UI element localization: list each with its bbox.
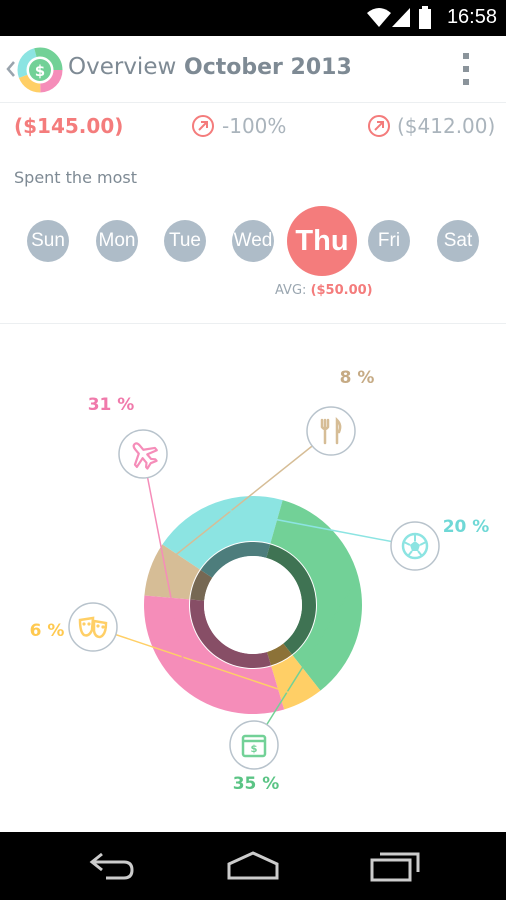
donut-slice-shopping[interactable] <box>270 500 362 691</box>
fork-knife-icon[interactable] <box>306 406 356 456</box>
day-fri[interactable]: Fri <box>368 220 410 262</box>
summary-change-percent: -100% <box>222 114 287 138</box>
trend-up-icon <box>192 115 214 137</box>
app-logo[interactable]: $ <box>16 46 64 94</box>
month-selector[interactable]: October 2013 <box>184 55 352 80</box>
avg-value: ($50.00) <box>310 283 373 298</box>
inner-ring-segment-entertainment <box>266 643 292 666</box>
shopping-bag-icon[interactable]: $ <box>229 720 279 770</box>
home-icon[interactable] <box>225 850 281 882</box>
day-mon[interactable]: Mon <box>96 220 138 262</box>
spent-most-label: Spent the most <box>14 168 137 187</box>
inner-ring-segment-sports <box>200 542 271 578</box>
percent-label-sports: 20 % <box>443 517 490 537</box>
donut-slice-food[interactable] <box>144 544 200 600</box>
callout-line-food <box>155 430 332 572</box>
svg-text:$: $ <box>35 62 45 80</box>
day-tue[interactable]: Tue <box>164 220 206 262</box>
percent-label-shopping: 35 % <box>233 774 280 794</box>
day-sun[interactable]: Sun <box>27 220 69 262</box>
overflow-menu-icon[interactable] <box>458 53 474 85</box>
average-spend: AVG: ($50.00) <box>275 283 373 298</box>
donut-callouts: 8 % 20 % $35 % 6 % 31 % <box>30 368 490 794</box>
avg-label: AVG: <box>275 283 307 298</box>
battery-icon <box>419 6 431 29</box>
screen-title: Overview <box>68 54 177 80</box>
svg-text:$: $ <box>251 744 258 755</box>
airplane-icon[interactable] <box>118 429 168 479</box>
recent-apps-icon[interactable] <box>368 850 422 882</box>
back-icon[interactable] <box>88 850 136 882</box>
callout-line-entertainment <box>92 626 301 698</box>
donut-center <box>204 556 302 654</box>
soccer-ball-icon[interactable] <box>390 521 440 571</box>
action-bar: $ Overview October 2013 <box>0 36 506 103</box>
percent-label-entertainment: 6 % <box>30 621 65 641</box>
summary-balance: ($145.00) <box>14 114 124 138</box>
navigation-bar <box>0 832 506 900</box>
chevron-left-icon[interactable] <box>6 60 16 78</box>
trend-up-icon <box>368 115 390 137</box>
donut-inner-ring <box>189 542 316 668</box>
summary-change-amount: ($412.00) <box>397 114 496 138</box>
wifi-icon <box>367 8 391 27</box>
day-thu-selected[interactable]: Thu <box>287 206 357 276</box>
summary-row: ($145.00) -100% ($412.00) <box>0 112 506 142</box>
callout-line-shopping <box>253 584 355 746</box>
clock: 16:58 <box>446 6 497 28</box>
callout-line-travel <box>142 453 189 685</box>
theater-masks-icon[interactable] <box>68 602 118 652</box>
inner-ring-segment-travel <box>189 599 271 668</box>
percent-label-travel: 31 % <box>88 395 135 415</box>
status-bar: 16:58 <box>0 0 506 36</box>
inner-ring-segment-food <box>190 569 213 601</box>
inner-ring-segment-shopping <box>266 544 316 655</box>
signal-icon <box>392 8 410 27</box>
donut-slice-travel[interactable] <box>144 595 285 715</box>
callout-line-sports <box>217 507 416 547</box>
category-donut-chart: 8 % 20 % $35 % 6 % 31 % <box>30 368 490 794</box>
divider <box>0 323 506 324</box>
donut-slice-entertainment[interactable] <box>271 655 321 710</box>
percent-label-food: 8 % <box>340 368 375 388</box>
day-sat[interactable]: Sat <box>437 220 479 262</box>
day-wed[interactable]: Wed <box>232 220 274 262</box>
